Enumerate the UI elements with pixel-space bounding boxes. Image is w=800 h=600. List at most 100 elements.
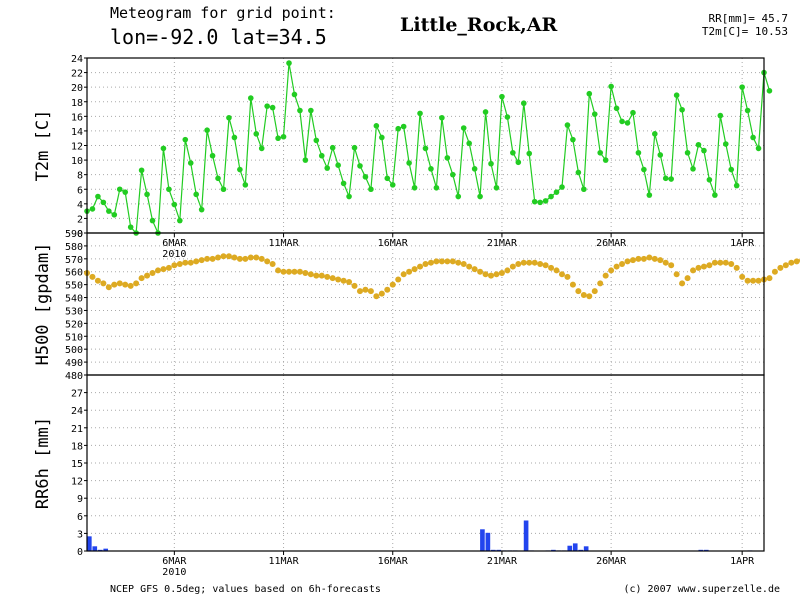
t2m-point [744,107,751,114]
y-tick-label: 14 [71,127,83,138]
h500-point [619,260,626,267]
h500-point [280,268,287,275]
t2m-point [258,145,265,152]
h500-point [711,259,718,266]
h500-point [564,273,571,280]
h500-point [193,258,200,265]
t2m-point [351,144,358,151]
h500-point [613,263,620,270]
t2m-point [526,150,533,157]
h500-point [122,281,129,288]
y-tick-label: 6 [77,512,83,523]
h500-point [733,264,740,271]
h500-point [111,281,118,288]
t2m-point [89,206,96,212]
t2m-point [406,160,412,166]
h500-point [662,259,669,266]
t2m-point [690,166,696,172]
t2m-point [182,136,189,143]
t2m-point [209,152,216,159]
x-tick-label: 6MAR [162,556,187,567]
h500-point [591,288,598,295]
t2m-point [712,192,718,198]
h500-point [531,259,538,266]
t2m-point [389,182,396,188]
t2m-point [630,109,636,116]
footer-source: NCEP GFS 0.5deg; values based on 6h-fore… [110,584,381,595]
t2m-point [755,145,762,152]
h500-point [165,264,172,271]
t2m-point [253,131,260,137]
t2m-point [559,184,565,190]
t2m-point [160,145,167,152]
t2m-point [280,133,287,140]
h500-point [335,276,342,283]
h500-point [504,267,511,274]
h500-point [444,258,451,265]
h500-point [127,282,134,289]
rr6h-bar [92,546,98,551]
h500-point [684,275,691,282]
h500-point [608,267,615,274]
t2m-point [477,193,483,200]
t2m-point [466,140,472,147]
h500-point [493,271,500,278]
h500-point [384,286,391,293]
header-coordinates: lon=-92.0 lat=34.5 [110,25,327,49]
h500-point [438,258,445,265]
t2m-point [510,149,516,156]
t2m-point [548,193,554,200]
t2m-point [400,123,407,130]
t2m-point [373,123,380,129]
y-tick-label: 12 [71,142,83,153]
x-tick-label: 26MAR [596,556,627,567]
h500-point [679,280,686,287]
h500-point [717,259,724,266]
h500-point [739,273,746,280]
h500-point [793,258,800,265]
x-tick-sublabel: 2010 [162,567,186,578]
h500-point [400,271,407,278]
h500-point [144,272,151,279]
t2m-point [739,84,745,90]
h500-point [187,259,194,266]
h500-point [651,255,658,262]
y-tick-label: 0 [77,547,83,558]
y-tick-label: 0 [77,229,83,240]
h500-point [498,270,505,277]
y-tick-label: 570 [65,255,83,266]
t2m-point [220,186,227,193]
x-tick-label: 21MAR [487,238,518,249]
h500-point [269,260,276,267]
t2m-point [455,193,462,200]
h500-point [373,293,380,300]
h500-point [728,260,735,267]
h500-point [553,267,560,274]
h500-point [291,268,298,275]
t2m-point [411,184,418,191]
t2m-point [570,136,576,143]
t2m-point [171,201,178,208]
t2m-point [291,91,298,98]
h500-point [204,255,211,262]
h500-point [509,263,516,270]
t2m-point [460,125,467,131]
h500-point [307,271,314,278]
t2m-point [722,141,729,147]
h500-point [471,266,478,273]
h500-point [586,293,593,300]
h500-point [182,259,189,266]
t2m-point [515,159,522,166]
t2m-point [701,147,707,154]
h500-point [225,253,232,260]
h500-point [668,262,675,269]
y-tick-label: 8 [77,171,83,182]
h500-point [176,260,183,267]
y-tick-label: 550 [65,281,83,292]
t2m-point [242,182,249,188]
t2m-point [624,120,631,126]
h500-point [417,263,424,270]
x-tick-label: 26MAR [596,238,627,249]
t2m-point [668,176,674,182]
h500-point [231,254,238,261]
